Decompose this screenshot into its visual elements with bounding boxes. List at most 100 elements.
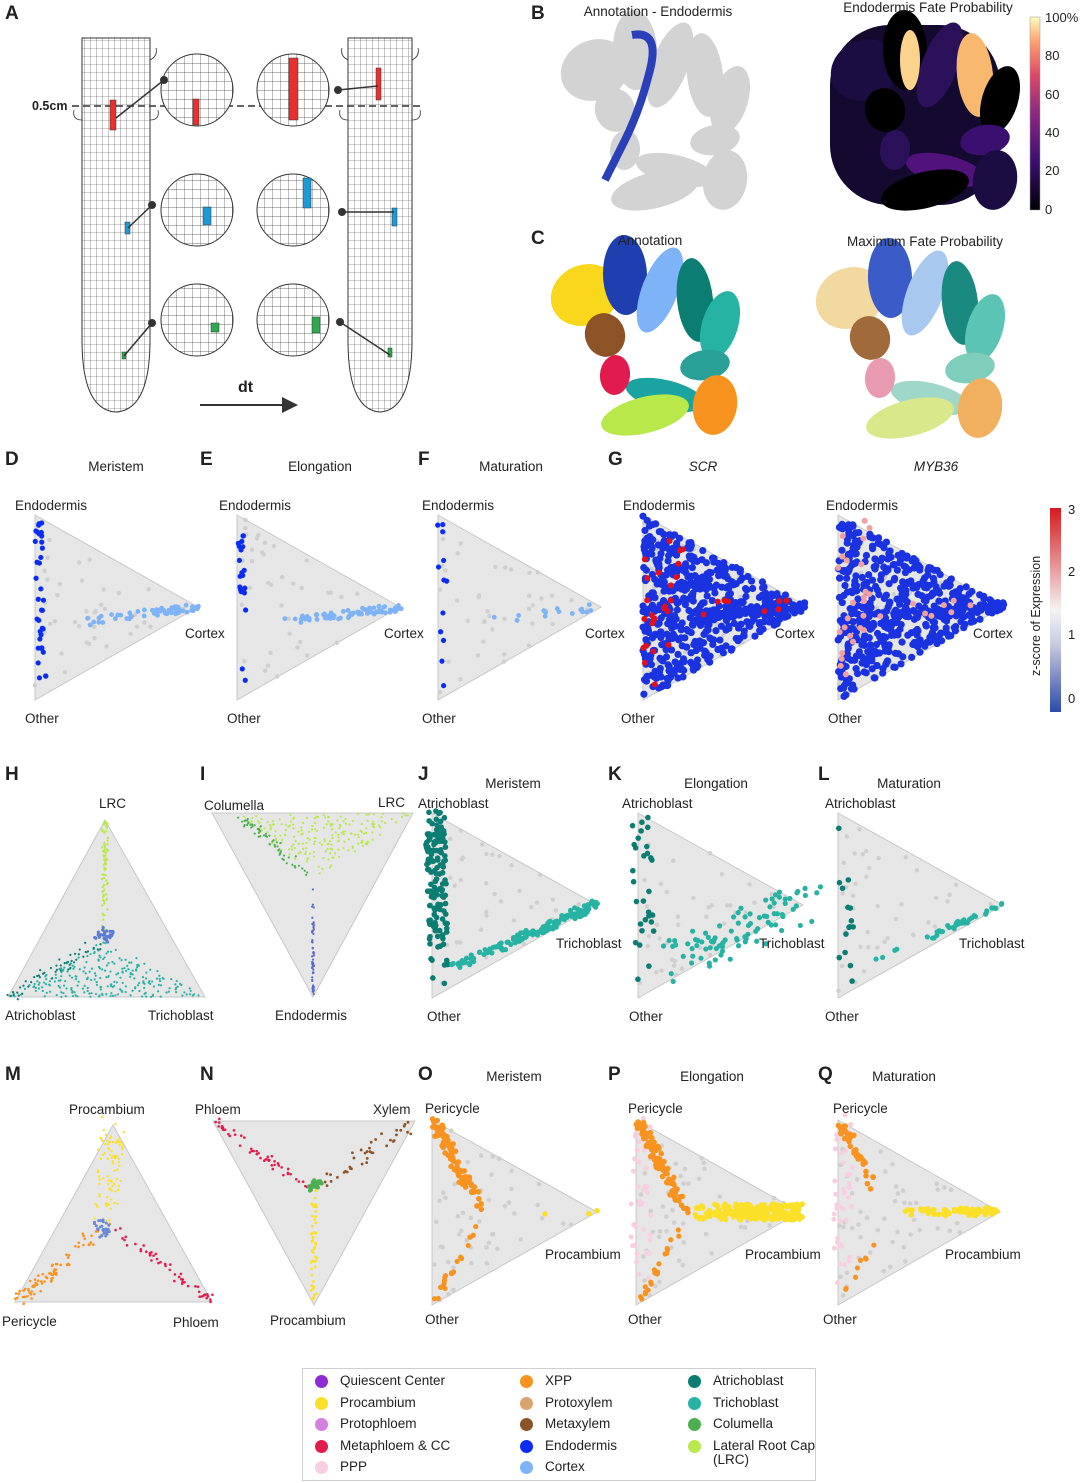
scatter-point — [110, 934, 114, 938]
connector-dot — [160, 76, 168, 84]
legend-label: Atrichoblast — [713, 1373, 784, 1388]
scatter-point — [312, 924, 315, 927]
scatter-point — [82, 1243, 85, 1247]
scatter-point — [897, 584, 905, 592]
scatter-point — [842, 949, 848, 956]
scatter-point — [325, 1172, 329, 1176]
scatter-point — [57, 984, 60, 988]
scatter-point — [75, 958, 78, 961]
scatter-point — [673, 574, 680, 581]
scatter-point — [840, 1206, 846, 1212]
scatter-point — [110, 1189, 113, 1192]
scatter-point — [433, 914, 440, 921]
scatter-point — [349, 832, 353, 835]
scatter-point — [760, 583, 768, 591]
scatter-point — [41, 1272, 45, 1276]
scatter-point — [839, 553, 846, 560]
scatter-point — [858, 561, 865, 568]
scatter-point — [451, 1265, 456, 1270]
scatter-point — [324, 850, 327, 853]
scatter-point — [759, 1206, 766, 1212]
scatter-point — [761, 608, 768, 615]
scatter-point — [666, 537, 673, 544]
vertex-label-procambium: Procambium — [545, 1247, 621, 1262]
scatter-point — [875, 945, 880, 950]
scatter-point — [843, 1286, 849, 1292]
scatter-point — [707, 945, 713, 951]
scatter-point — [123, 1238, 126, 1242]
scatter-point — [360, 830, 363, 833]
scatter-point — [664, 557, 672, 565]
vertex-label-other: Other — [629, 1009, 663, 1024]
scatter-point — [940, 1210, 947, 1217]
scatter-point — [703, 583, 711, 591]
scatter-point — [175, 979, 178, 983]
panel-title: Maturation — [479, 459, 543, 474]
vertex-label-cortex: Cortex — [185, 626, 225, 641]
scatter-point — [442, 1150, 448, 1156]
scatter-point — [131, 989, 134, 992]
scatter-point — [271, 543, 277, 549]
scatter-point — [701, 1160, 707, 1166]
scatter-point — [286, 1172, 290, 1176]
zscore-label: z-score of Expression — [1029, 555, 1043, 676]
scatter-point — [951, 627, 960, 635]
scatter-point — [847, 1171, 853, 1177]
scatter-point — [103, 956, 106, 959]
scatter-point — [108, 1187, 111, 1191]
scatter-point — [647, 1124, 653, 1130]
scatter-point — [223, 1128, 227, 1131]
scatter-point — [847, 1143, 854, 1150]
scatter-point — [945, 899, 950, 904]
scatter-point — [63, 962, 66, 965]
scatter-point — [114, 948, 117, 952]
scatter-point — [111, 960, 114, 964]
scatter-point — [901, 1245, 907, 1250]
scatter-point — [30, 1297, 33, 1300]
panel-letter-b: B — [531, 3, 545, 24]
scatter-point — [217, 1125, 221, 1128]
scatter-point — [38, 586, 44, 592]
scatter-point — [863, 1256, 869, 1262]
umap-title: Annotation — [617, 233, 683, 248]
scatter-point — [313, 840, 316, 843]
scatter-point — [890, 1161, 895, 1167]
scatter-point — [641, 556, 648, 563]
scatter-point — [784, 605, 792, 613]
scatter-point — [895, 612, 904, 620]
scatter-point — [304, 850, 307, 853]
scatter-point — [406, 1130, 409, 1134]
scatter-point — [295, 645, 300, 650]
scatter-point — [630, 1168, 636, 1174]
scatter-point — [976, 615, 984, 623]
scatter-point — [278, 848, 281, 851]
vertex-label-procambium: Procambium — [270, 1313, 346, 1328]
scatter-point — [859, 604, 867, 612]
scatter-point — [476, 1195, 482, 1202]
scatter-point — [880, 954, 886, 961]
scatter-point — [79, 578, 85, 583]
scatter-point — [351, 819, 354, 822]
scatter-point — [89, 952, 92, 956]
scatter-point — [664, 889, 670, 895]
scatter-point — [427, 902, 433, 909]
scatter-point — [935, 1187, 941, 1192]
scatter-point — [434, 1117, 441, 1124]
umap-cluster — [690, 124, 740, 156]
scatter-point — [106, 1174, 109, 1178]
scatter-point — [773, 590, 781, 598]
scatter-point — [553, 908, 559, 913]
scatter-point — [60, 991, 63, 994]
scatter-point — [961, 620, 969, 628]
scatter-point — [426, 831, 433, 837]
scatter-point — [437, 587, 443, 592]
scatter-point — [164, 1264, 167, 1268]
scatter-point — [111, 1184, 114, 1188]
legend-item: Protophloem — [315, 1416, 417, 1432]
scatter-point — [39, 969, 42, 972]
scatter-point — [742, 939, 748, 945]
scatter-point — [460, 1210, 466, 1216]
scatter-point — [432, 1262, 437, 1267]
scatter-point — [641, 1254, 646, 1259]
scatter-point — [32, 538, 38, 545]
